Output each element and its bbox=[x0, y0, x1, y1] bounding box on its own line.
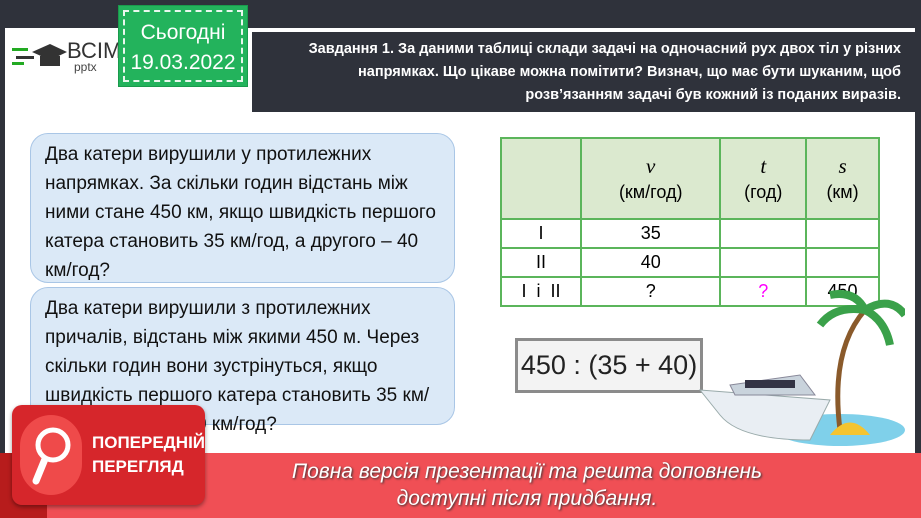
table-row: II 40 bbox=[500, 247, 880, 278]
table-row: I 35 bbox=[500, 218, 880, 249]
logo: ВСІМ pptx bbox=[12, 38, 121, 78]
date-label: Сьогодні bbox=[140, 21, 226, 44]
problem-2: Два катери вирушили з протилежних причал… bbox=[30, 287, 455, 435]
problem-1: Два катери вирушили у протилежних напрям… bbox=[30, 133, 455, 283]
data-table: v (км/год) t (год) s (км) I 35 II 40 I і II??… bbox=[500, 137, 880, 307]
header-cell bbox=[500, 137, 582, 220]
date-badge: Сьогодні 19.03.2022 bbox=[118, 5, 248, 87]
header-cell: s (км) bbox=[805, 137, 880, 220]
graduation-cap-icon bbox=[12, 44, 67, 66]
header-cell: v (км/год) bbox=[579, 137, 722, 220]
logo-text: ВСІМ bbox=[67, 38, 122, 63]
banner-line-2: доступні після придбання. bbox=[396, 487, 658, 510]
unknown-time: ? bbox=[719, 276, 808, 307]
boat-illustration bbox=[698, 290, 905, 446]
badge-line-1: ПОПЕРЕДНІЙ bbox=[92, 433, 206, 452]
magnifier-icon bbox=[20, 415, 82, 495]
logo-sub: pptx bbox=[74, 60, 97, 74]
badge-line-2: ПЕРЕГЛЯД bbox=[92, 457, 184, 476]
date-value: 19.03.2022 bbox=[130, 51, 236, 74]
preview-badge[interactable]: ПОПЕРЕДНІЙ ПЕРЕГЛЯД bbox=[12, 405, 205, 505]
header-cell: t (год) bbox=[719, 137, 808, 220]
formula-box: 450 : (35 + 40) bbox=[515, 338, 703, 393]
task-title: Завдання 1. За даними таблиці склади зад… bbox=[252, 32, 915, 112]
banner-line-1: Повна версія презентації та решта доповн… bbox=[291, 460, 763, 483]
